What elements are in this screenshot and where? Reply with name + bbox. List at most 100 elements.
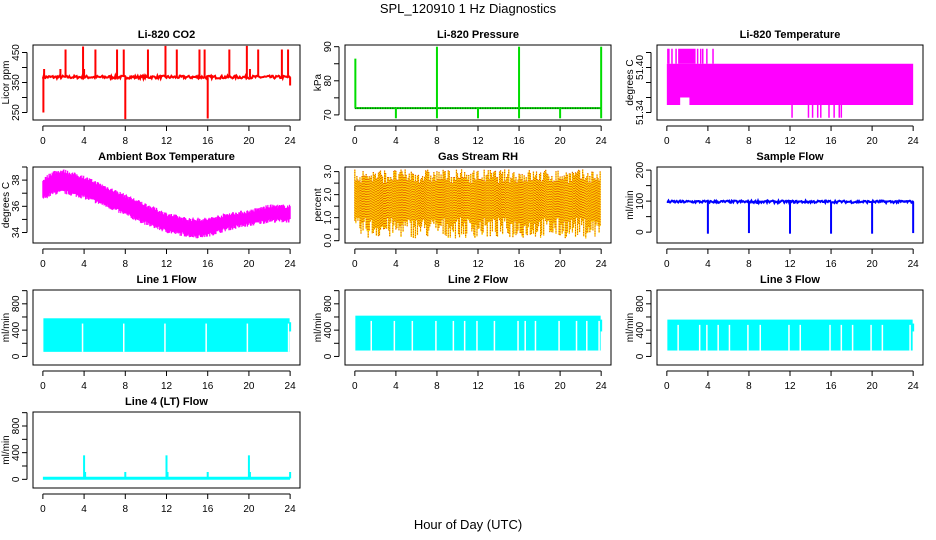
y-tick-label: 100: [635, 192, 646, 209]
x-tick-label: 12: [161, 381, 173, 392]
series-line: [41, 72, 291, 82]
y-tick-label: 3.0: [323, 164, 334, 178]
y-tick-label: 0: [635, 229, 646, 235]
x-tick-label: 16: [513, 259, 525, 270]
panel-title: Gas Stream RH: [438, 151, 518, 163]
y-tick-label: 400: [11, 321, 22, 338]
panel-sample-flow: Sample Flow ml/min 0 4 8 12 16 20 24 0 100 200: [625, 151, 924, 270]
x-tick-label: 4: [393, 136, 399, 147]
x-tick-label: 0: [664, 259, 670, 270]
y-tick-label: 0: [635, 353, 646, 359]
x-tick-label: 20: [243, 381, 255, 392]
x-tick-label: 8: [746, 136, 752, 147]
panel-title: Line 3 Flow: [760, 274, 820, 286]
x-tick-label: 12: [784, 136, 796, 147]
y-axis: 0 400 800: [323, 290, 340, 359]
data-band: [355, 315, 601, 351]
plot-box: [344, 289, 612, 366]
plot-box: [656, 289, 924, 366]
y-tick-label: 1.0: [323, 210, 334, 224]
x-tick-label: 12: [784, 381, 796, 392]
x-tick-label: 12: [472, 259, 484, 270]
panel-title: Ambient Box Temperature: [98, 151, 235, 163]
x-tick-label: 24: [285, 136, 297, 147]
x-tick-label: 0: [40, 259, 46, 270]
x-tick-label: 8: [123, 136, 129, 147]
x-tick-label: 0: [40, 381, 46, 392]
panel-title: Line 4 (LT) Flow: [125, 396, 208, 408]
y-axis: 70 80 90: [323, 41, 340, 121]
x-tick-label: 24: [285, 504, 297, 515]
x-tick-label: 8: [746, 381, 752, 392]
x-tick-label: 4: [393, 381, 399, 392]
x-tick-label: 20: [867, 259, 879, 270]
y-axis-label: degrees C: [625, 59, 636, 105]
x-tick-label: 8: [123, 504, 129, 515]
x-tick-label: 4: [705, 381, 711, 392]
x-tick-label: 8: [746, 259, 752, 270]
y-axis: 0 100 200: [635, 161, 652, 235]
plot-box: [344, 166, 612, 244]
panel-rh: Gas Stream RH percent 0 4 8 12 16 20 24 0.0 1.0 2.0…: [313, 151, 612, 270]
x-tick-label: 20: [243, 504, 255, 515]
x-tick-label: 8: [123, 381, 129, 392]
x-tick-label: 20: [555, 136, 567, 147]
x-axis: 0 4 8 12 16 20 24: [40, 370, 296, 392]
x-tick-label: 24: [908, 136, 920, 147]
data-excursion: [678, 48, 696, 64]
y-tick-label: 0.0: [323, 233, 334, 247]
y-axis-label: ml/min: [1, 435, 12, 464]
panel-pressure: Li-820 Pressure kPa 0 4 8 12 16 20 24 70 80 90: [313, 29, 612, 147]
x-tick-label: 20: [867, 381, 879, 392]
y-axis: 250 350 450: [11, 44, 28, 121]
x-tick-label: 16: [202, 381, 214, 392]
x-tick-label: 24: [596, 259, 608, 270]
panel-title: Li-820 Pressure: [437, 29, 519, 41]
plot-area-co2: [41, 45, 292, 120]
y-tick-label: 38: [11, 174, 22, 186]
panel-line1: Line 1 Flow ml/min 0 4 8 12 16 20 24 0 400 800: [1, 274, 301, 392]
plot-area-box-temp: [42, 169, 291, 239]
x-tick-label: 16: [825, 381, 837, 392]
y-axis: 34 36 38: [11, 166, 28, 238]
panel-line3: Line 3 Flow ml/min 0 4 8 12 16 20 24 0 400 800: [625, 274, 924, 392]
x-axis: 0 4 8 12 16 20 24: [352, 125, 608, 147]
x-axis: 0 4 8 12 16 20 24: [40, 248, 296, 270]
y-tick-label: 800: [635, 295, 646, 312]
y-tick-label: 400: [323, 321, 334, 338]
x-tick-label: 0: [664, 136, 670, 147]
y-tick-label: 450: [11, 44, 22, 61]
y-tick-label: 90: [323, 41, 334, 53]
y-tick-label: 2.0: [323, 187, 334, 201]
plot-box: [32, 44, 301, 121]
x-tick-label: 0: [352, 381, 358, 392]
plot-box: [344, 44, 612, 121]
y-tick-label: 0: [11, 353, 22, 359]
x-tick-label: 0: [664, 381, 670, 392]
x-axis: 0 4 8 12 16 20 24: [40, 125, 297, 147]
y-axis: 51.34 51.40: [635, 52, 652, 125]
x-tick-label: 8: [434, 381, 440, 392]
y-axis: 0 400 800: [635, 290, 652, 359]
panel-title: Li-820 CO2: [138, 29, 195, 41]
y-axis-label: ml/min: [313, 313, 324, 342]
x-axis: 0 4 8 12 16 20 24: [40, 493, 297, 515]
y-tick-label: 800: [11, 417, 22, 434]
x-axis-title: Hour of Day (UTC): [413, 517, 523, 532]
x-tick-label: 20: [555, 259, 567, 270]
x-tick-label: 24: [596, 381, 608, 392]
y-tick-label: 80: [323, 75, 334, 87]
plot-area-line3: [667, 319, 915, 351]
x-tick-label: 16: [202, 504, 214, 515]
panel-title: Line 2 Flow: [448, 274, 508, 286]
y-tick-label: 51.34: [635, 100, 646, 125]
y-axis: 0.0 1.0 2.0 3.0: [323, 164, 340, 248]
x-tick-label: 24: [596, 136, 608, 147]
plot-box: [32, 166, 301, 244]
y-tick-label: 70: [323, 109, 334, 121]
plot-area-line2: [355, 315, 603, 351]
y-tick-label: 400: [11, 444, 22, 461]
x-tick-label: 12: [161, 259, 173, 270]
x-tick-label: 16: [825, 136, 837, 147]
plot-area-sample-flow: [666, 197, 915, 234]
